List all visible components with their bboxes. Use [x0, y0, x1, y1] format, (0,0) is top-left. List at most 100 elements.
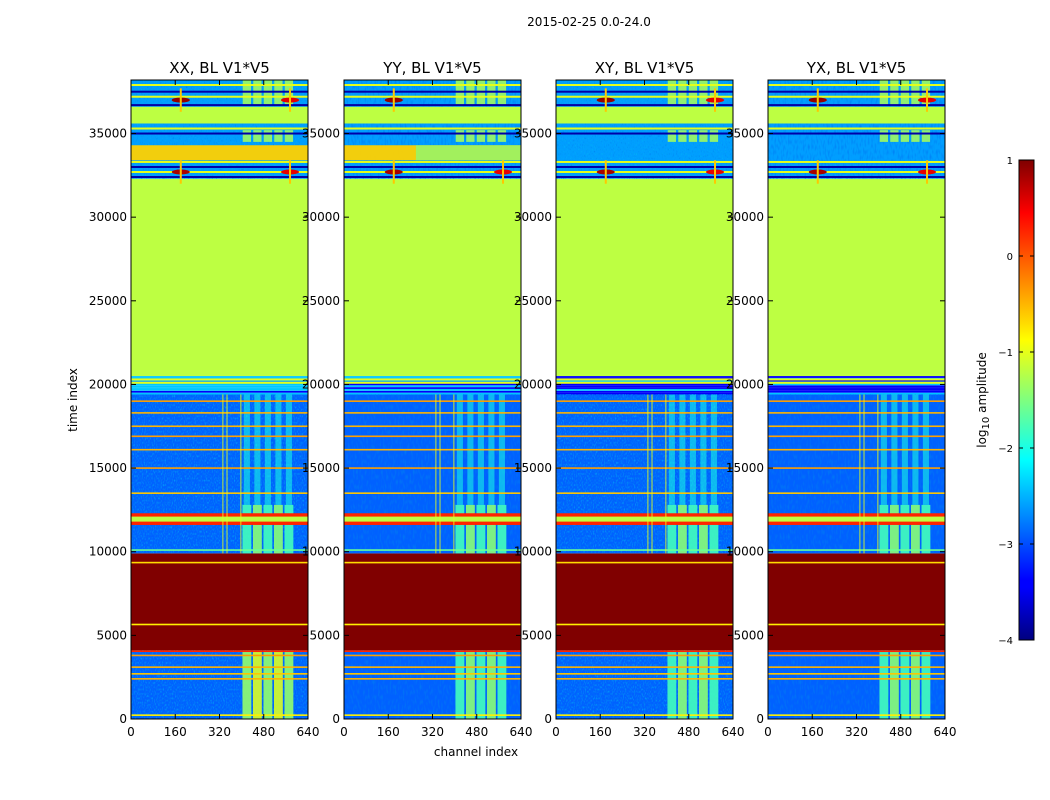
- x-tick-label: 160: [164, 725, 187, 739]
- late-stripe: [344, 127, 521, 130]
- late-stripe: [131, 84, 308, 87]
- bright-channel-column: [688, 650, 698, 719]
- late-stripe: [344, 132, 521, 135]
- upper-channel-column: [487, 130, 496, 142]
- panels: XX, BL V1*V5 0 160 320 480 640 0 5000 10000 15000…: [89, 59, 957, 739]
- late-stripe: [131, 160, 308, 163]
- colorbar-tick-label: −3: [998, 540, 1013, 551]
- gap-stripe: [556, 392, 733, 395]
- late-stripe: [344, 95, 521, 98]
- y-tick-label: 30000: [89, 210, 127, 224]
- flag-line: [556, 492, 733, 494]
- late-stripe: [131, 104, 308, 107]
- rfi-hotspot-line: [392, 88, 395, 112]
- flag-line: [768, 650, 945, 653]
- y-tick-label: 20000: [726, 377, 764, 391]
- bright-channel-column: [497, 504, 507, 554]
- y-tick-label: 25000: [89, 294, 127, 308]
- bright-channel-column: [900, 504, 910, 554]
- heatmap-image: [344, 80, 521, 719]
- gap-stripe: [556, 376, 733, 378]
- flag-line: [768, 666, 945, 668]
- late-stripe: [768, 160, 945, 163]
- flag-line: [556, 400, 733, 402]
- gap-stripe: [768, 379, 945, 382]
- x-tick-label: 640: [722, 725, 745, 739]
- upper-flat-block: [556, 106, 733, 124]
- flag-line: [131, 435, 308, 438]
- flag-line: [556, 654, 733, 657]
- late-stripe: [768, 95, 945, 98]
- rfi-hotspot-line: [714, 88, 717, 112]
- flag-line: [556, 623, 733, 626]
- upper-channel-column: [242, 130, 252, 142]
- late-stripe: [344, 176, 521, 179]
- rfi-hotspot-line: [289, 160, 292, 184]
- y-tick-label: 15000: [302, 461, 340, 475]
- x-tick-label: 160: [801, 725, 824, 739]
- flag-line: [131, 666, 308, 668]
- x-tick-label: 0: [764, 725, 772, 739]
- flag-line: [344, 678, 521, 680]
- gap-line: [768, 381, 945, 384]
- colorbar-label-log: log: [975, 429, 989, 447]
- x-tick-label: 320: [421, 725, 444, 739]
- x-tick-label: 160: [589, 725, 612, 739]
- late-stripe: [556, 160, 733, 163]
- bright-channel-column: [921, 650, 931, 719]
- channel-line: [651, 394, 653, 554]
- gap-line: [344, 381, 521, 384]
- panel: XX, BL V1*V5 0 160 320 480 640 0 5000 10000 15000…: [89, 59, 320, 739]
- bright-channel-column: [486, 650, 496, 719]
- flag-line: [344, 650, 521, 653]
- late-stripe: [768, 90, 945, 93]
- y-tick-label: 35000: [514, 127, 552, 141]
- gap-stripe: [344, 390, 521, 393]
- bright-channel-column: [476, 504, 486, 554]
- bright-channel-column: [667, 650, 677, 719]
- y-tick-label: 35000: [89, 127, 127, 141]
- late-stripe: [556, 90, 733, 93]
- y-tick-label: 20000: [89, 377, 127, 391]
- upper-channel-column: [911, 130, 920, 142]
- x-tick-label: 0: [127, 725, 135, 739]
- upper-channel-column: [263, 130, 273, 142]
- rfi-hotspot-line: [816, 160, 819, 184]
- late-stripe: [344, 171, 521, 174]
- upper-channel-column: [466, 130, 475, 142]
- late-stripe: [344, 84, 521, 87]
- upper-channel-column: [688, 130, 698, 142]
- flag-line: [768, 654, 945, 657]
- channel-line: [435, 394, 437, 554]
- colorbar-tick-label: −4: [998, 636, 1013, 647]
- gap-stripe: [131, 383, 308, 386]
- late-stripe: [131, 176, 308, 179]
- time-segment-saturated-block: [131, 553, 308, 651]
- y-tick-label: 35000: [302, 127, 340, 141]
- y-axis-label: time index: [66, 368, 80, 432]
- bright-channel-column: [252, 504, 262, 554]
- late-stripe: [344, 90, 521, 93]
- time-segment-flat-block: [344, 178, 521, 377]
- gap-stripe: [768, 385, 945, 388]
- gap-stripe: [131, 390, 308, 393]
- x-axis-label: channel index: [434, 745, 518, 759]
- x-tick-label: 160: [377, 725, 400, 739]
- flag-line: [131, 400, 308, 402]
- late-stripe: [768, 84, 945, 87]
- colorbar-ticks: −4 −3 −2 −1 0 1: [998, 156, 1034, 647]
- flag-line: [344, 623, 521, 626]
- gap-stripe: [344, 379, 521, 382]
- colorbar-scale: [1018, 159, 1035, 641]
- rfi-hotspot-line: [604, 160, 607, 184]
- gap-stripe: [768, 387, 945, 389]
- y-tick-label: 25000: [726, 294, 764, 308]
- y-tick-label: 20000: [514, 377, 552, 391]
- x-tick-label: 320: [633, 725, 656, 739]
- rfi-hotspot-line: [926, 88, 929, 112]
- rfi-band: [556, 516, 733, 522]
- rfi-hotspot-line: [179, 160, 182, 184]
- bright-channel-column: [879, 504, 889, 554]
- bright-channel-column: [497, 650, 507, 719]
